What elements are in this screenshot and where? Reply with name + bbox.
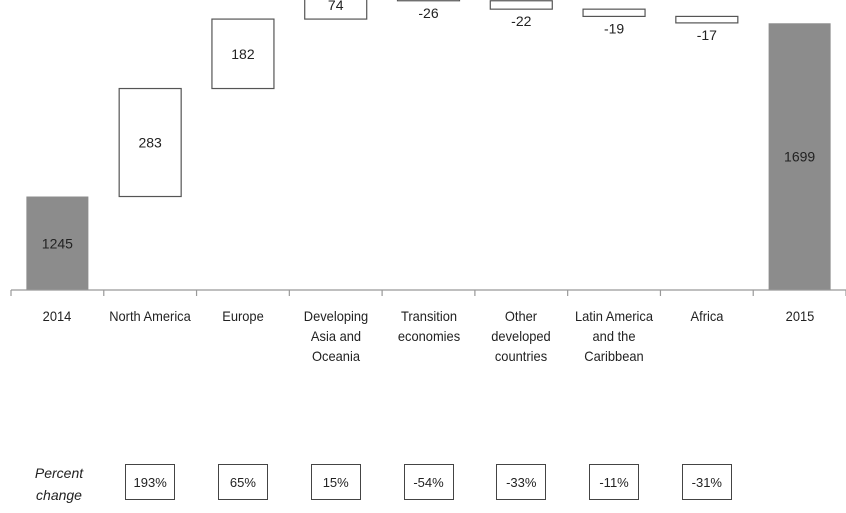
percent-change-box-4: -54% [403,464,454,500]
percent-change-box-5: -33% [496,464,547,500]
bar-value-label-6: -19 [604,20,624,36]
bar-value-label-0: 1245 [42,235,73,251]
bar-1 [118,87,182,198]
bar-value-label-2: 182 [231,46,255,62]
category-label-4: Transition economies [397,308,460,344]
bar-value-label-4: -26 [418,5,438,21]
percent-change-title: Percent change [34,465,84,503]
category-label-0: 2014 [43,308,72,324]
category-label-2: Europe [222,308,264,324]
category-label-1: North America [109,308,191,324]
category-label-3: Developing Asia and Oceania [303,308,368,364]
percent-change-box-3: 15% [310,464,361,500]
bar-value-label-3: 74 [328,0,344,13]
bar-5 [489,0,553,10]
bar-8 [768,23,831,291]
bar-value-label-8: 1699 [784,149,815,165]
percent-change-box-2: 65% [217,464,268,500]
category-label-6: Latin America and the Caribbean [575,308,654,364]
bar-7 [675,15,739,24]
category-label-8: 2015 [785,308,814,324]
percent-change-box-7: -31% [681,464,732,500]
category-label-7: Africa [690,308,724,324]
bar-value-label-1: 283 [138,135,162,151]
percent-change-box-6: -11% [589,464,640,500]
percent-change-box-1: 193% [125,464,176,500]
bar-4 [396,0,461,2]
bar-3 [304,0,368,20]
bar-2 [211,18,275,90]
x-axis [10,289,846,296]
bar-0 [26,196,89,290]
bar-6 [582,8,646,18]
category-label-5: Other developed countries [491,308,551,364]
bar-value-label-7: -17 [697,27,717,43]
bars-layer: 1245 283 182 74 -26 -22 -19 -17 1699 [26,0,831,291]
bar-value-label-5: -22 [511,13,531,29]
